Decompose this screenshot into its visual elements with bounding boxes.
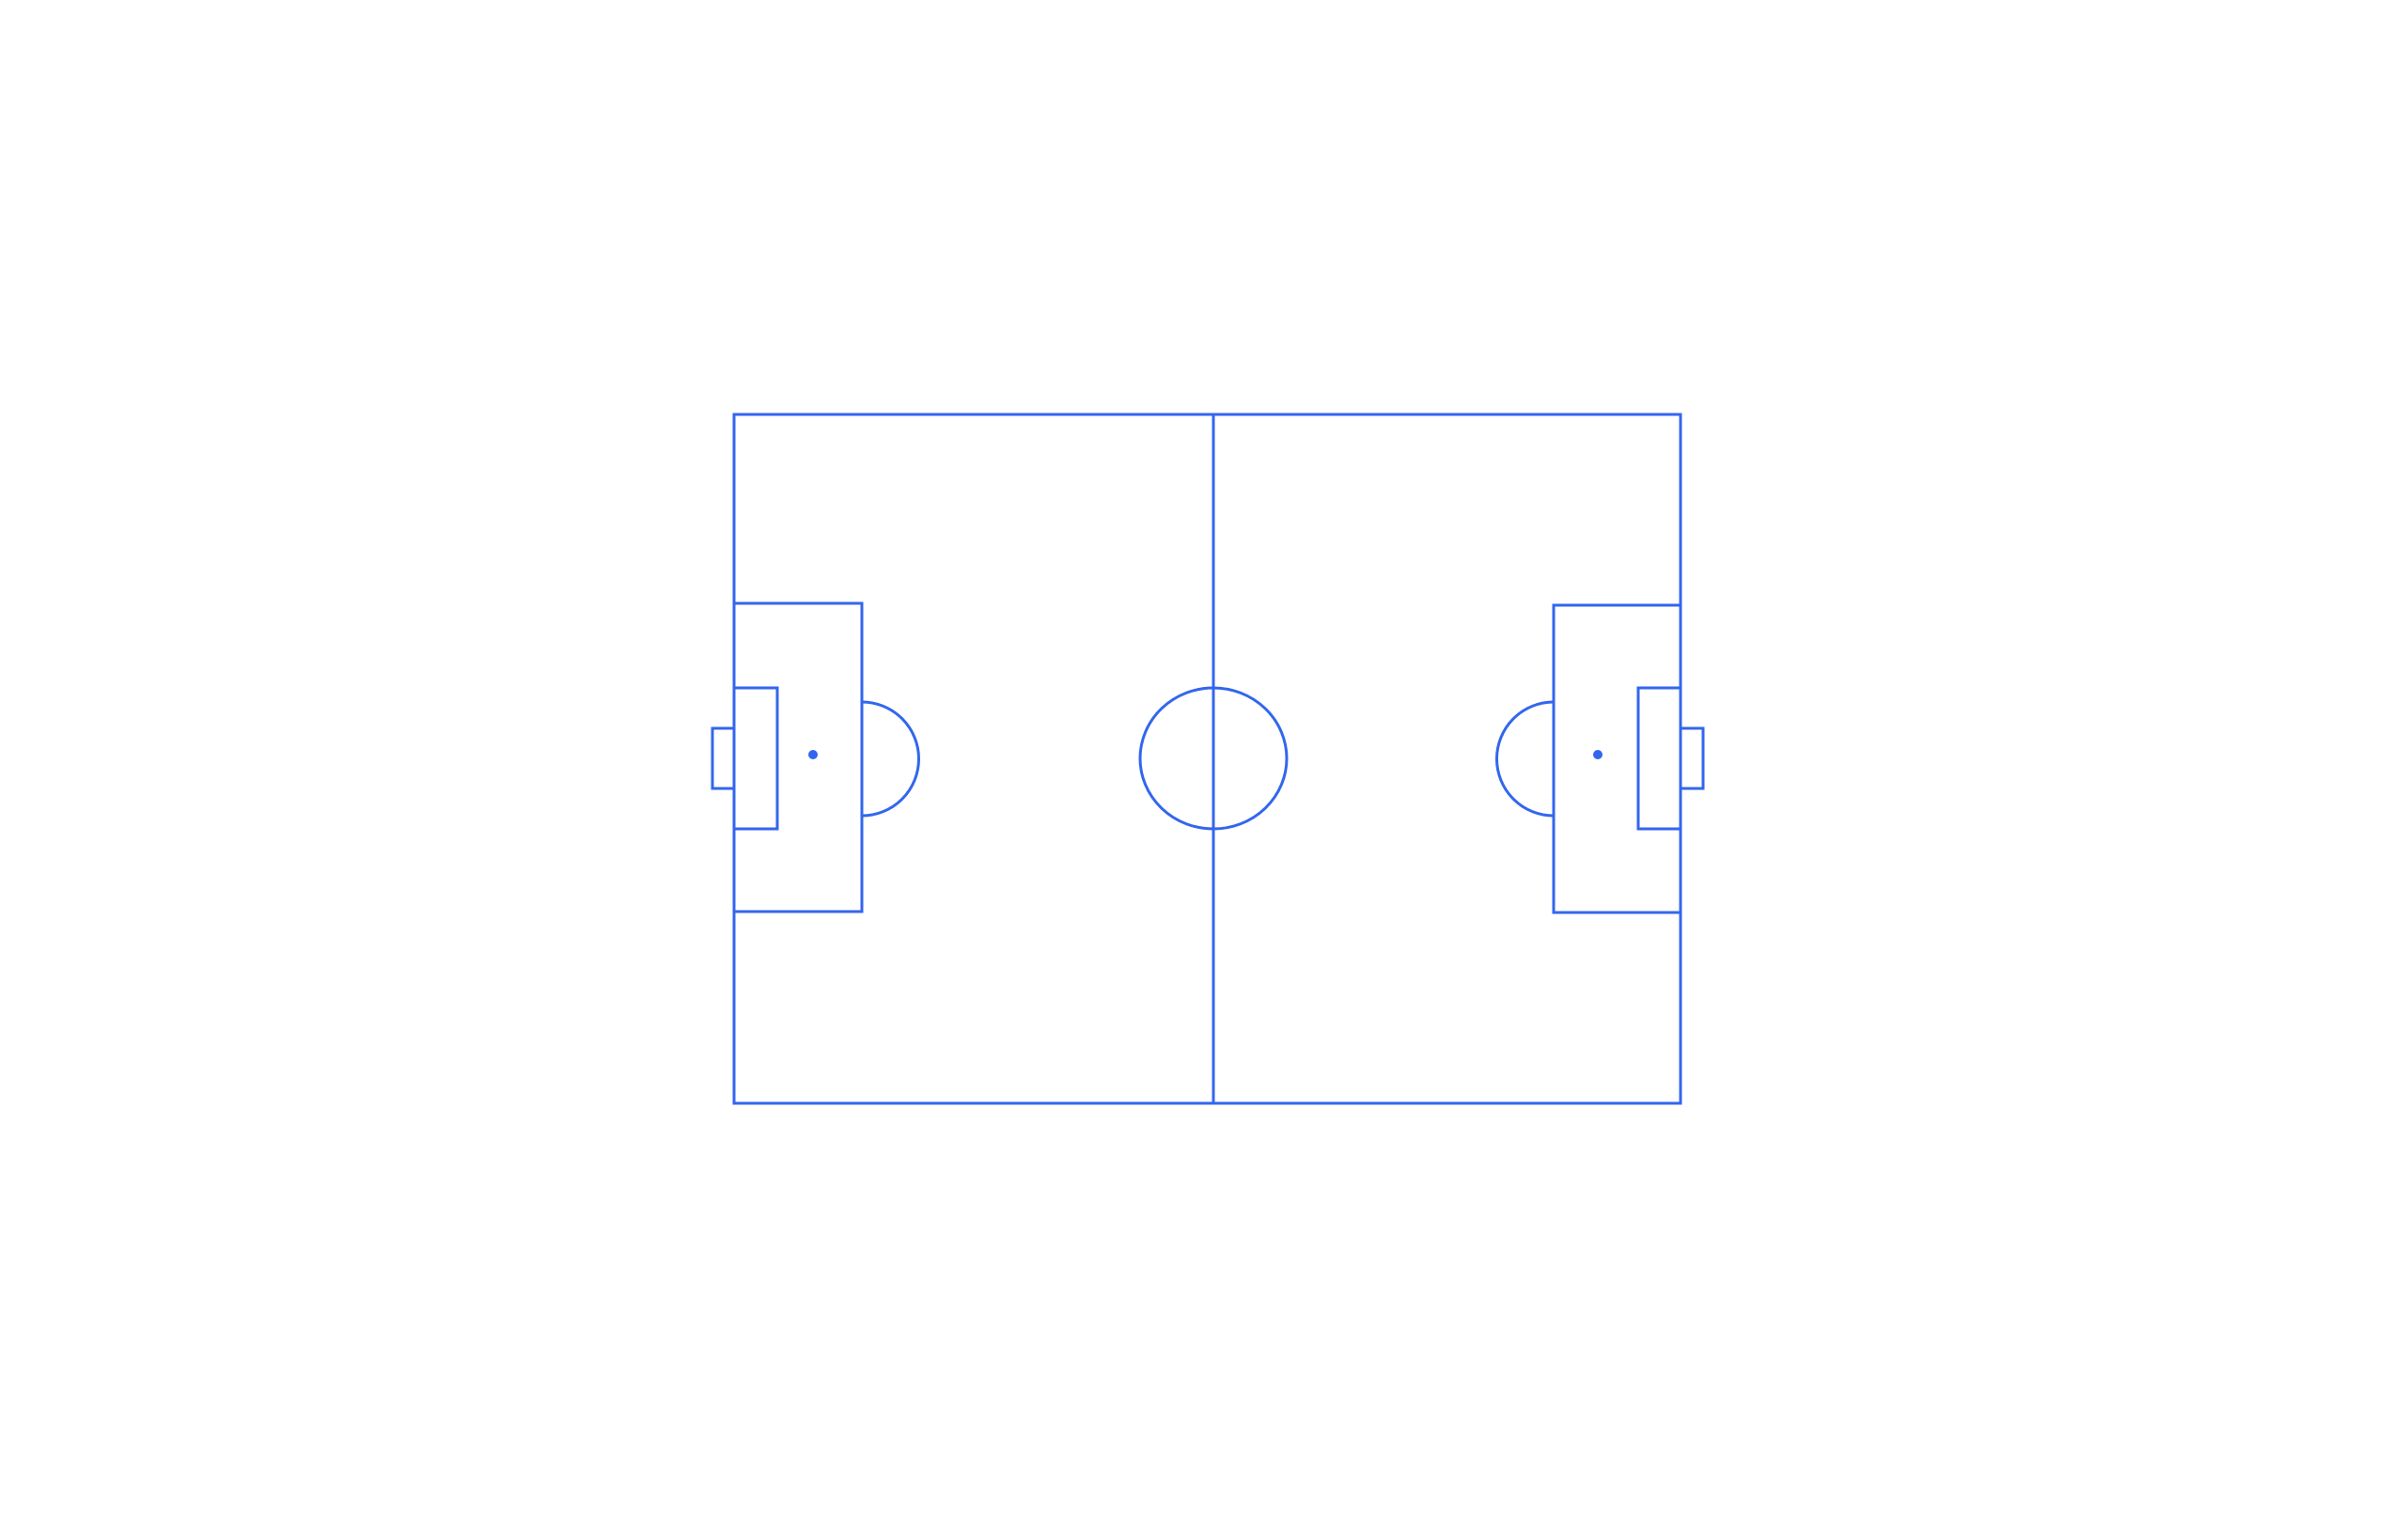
right-goal xyxy=(1679,726,1705,790)
right-penalty-arc xyxy=(1495,700,1555,818)
left-goal-area xyxy=(732,686,779,831)
outer-boundary xyxy=(732,413,1682,1105)
right-goal-area xyxy=(1636,686,1682,831)
right-penalty-area xyxy=(1552,603,1682,914)
left-penalty-area xyxy=(732,601,864,913)
right-penalty-spot xyxy=(1593,750,1603,759)
left-penalty-arc xyxy=(861,700,920,818)
left-goal xyxy=(711,726,736,790)
left-penalty-spot xyxy=(808,750,818,759)
center-circle xyxy=(1138,686,1289,831)
